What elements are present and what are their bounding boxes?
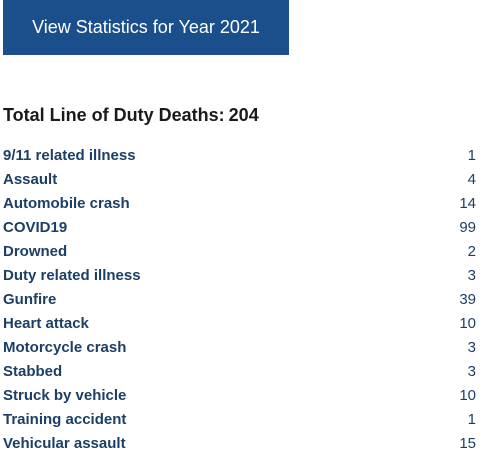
cause-row[interactable]: 9/11 related illness 1 xyxy=(3,143,476,167)
cause-label[interactable]: Stabbed xyxy=(3,362,63,380)
cause-count: 10 xyxy=(459,386,476,404)
cause-label[interactable]: Drowned xyxy=(3,242,68,260)
cause-label[interactable]: 9/11 related illness xyxy=(3,146,136,164)
cause-row[interactable]: Vehicular assault 15 xyxy=(3,431,476,455)
cause-row[interactable]: COVID19 99 xyxy=(3,215,476,239)
cause-row[interactable]: Stabbed 3 xyxy=(3,359,476,383)
cause-label[interactable]: Training accident xyxy=(3,410,127,428)
total-deaths-heading: Total Line of Duty Deaths: 204 xyxy=(3,105,259,126)
cause-row[interactable]: Assault 4 xyxy=(3,167,476,191)
view-statistics-button[interactable]: View Statistics for Year 2021 xyxy=(3,0,289,55)
cause-label[interactable]: Heart attack xyxy=(3,314,89,332)
cause-row[interactable]: Heart attack 10 xyxy=(3,311,476,335)
cause-row[interactable]: Automobile crash 14 xyxy=(3,191,476,215)
cause-count: 39 xyxy=(459,290,476,308)
cause-label[interactable]: Motorcycle crash xyxy=(3,338,127,356)
cause-list: 9/11 related illness 1 Assault 4 Automobil… xyxy=(3,143,476,455)
cause-label[interactable]: Assault xyxy=(3,170,58,188)
total-deaths-count: 204 xyxy=(228,105,259,125)
cause-row[interactable]: Motorcycle crash 3 xyxy=(3,335,476,359)
cause-count: 15 xyxy=(459,434,476,452)
cause-count: 1 xyxy=(467,410,476,428)
cause-count: 3 xyxy=(467,338,476,356)
cause-label[interactable]: Vehicular assault xyxy=(3,434,126,452)
cause-row[interactable]: Struck by vehicle 10 xyxy=(3,383,476,407)
cause-label[interactable]: COVID19 xyxy=(3,218,68,236)
cause-label[interactable]: Gunfire xyxy=(3,290,57,308)
total-deaths-label: Total Line of Duty Deaths: xyxy=(3,105,225,125)
cause-count: 3 xyxy=(467,362,476,380)
cause-label[interactable]: Struck by vehicle xyxy=(3,386,127,404)
cause-row[interactable]: Training accident 1 xyxy=(3,407,476,431)
cause-row[interactable]: Duty related illness 3 xyxy=(3,263,476,287)
cause-label[interactable]: Duty related illness xyxy=(3,266,141,284)
cause-count: 1 xyxy=(467,146,476,164)
cause-count: 2 xyxy=(467,242,476,260)
cause-label[interactable]: Automobile crash xyxy=(3,194,130,212)
cause-row[interactable]: Drowned 2 xyxy=(3,239,476,263)
cause-count: 10 xyxy=(459,314,476,332)
cause-count: 99 xyxy=(459,218,476,236)
cause-count: 3 xyxy=(467,266,476,284)
cause-count: 14 xyxy=(459,194,476,212)
cause-row[interactable]: Gunfire 39 xyxy=(3,287,476,311)
cause-count: 4 xyxy=(467,170,476,188)
